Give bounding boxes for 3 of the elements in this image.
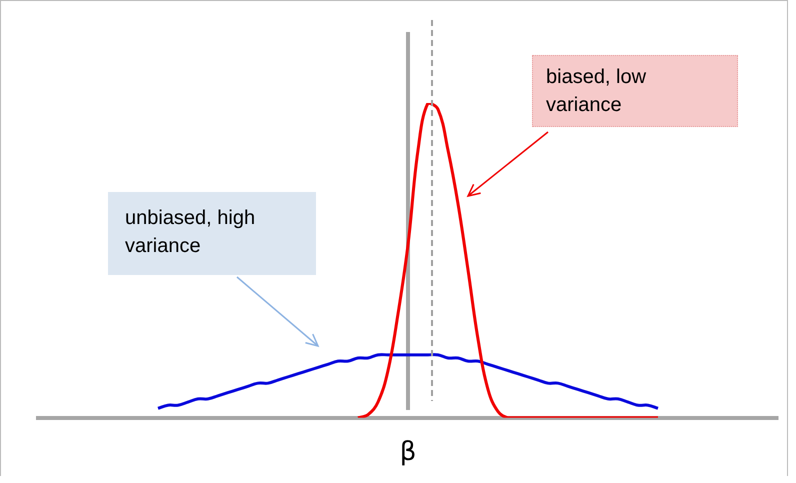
x-axis-title: β [400,437,416,468]
annotation: unbiased, high variance [125,206,256,259]
annotation: biased, low variance [546,65,648,118]
